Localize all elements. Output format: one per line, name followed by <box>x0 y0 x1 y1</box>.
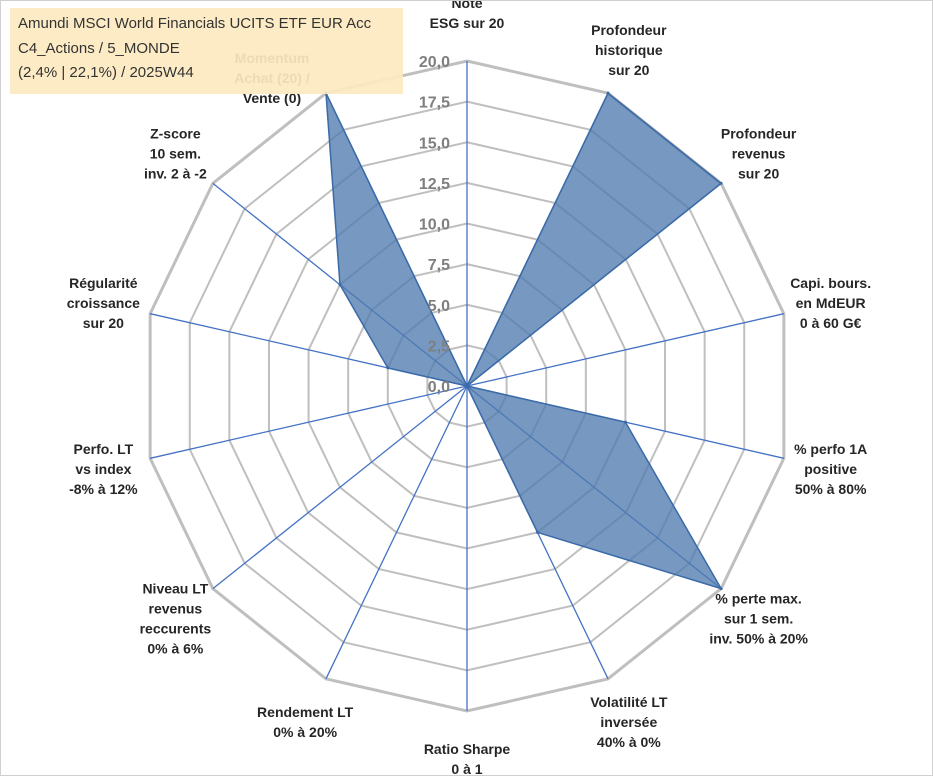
axis-label: Rendement LT 0% à 20% <box>257 704 354 740</box>
tick-label: 17,5 <box>419 95 450 112</box>
axis-spoke <box>150 385 468 459</box>
axis-label: Régularité croissance sur 20 <box>67 275 140 331</box>
axis-spoke <box>466 313 784 387</box>
axis-label: Ratio Sharpe 0 à 1 <box>424 741 511 776</box>
tick-label: 20,0 <box>419 54 450 71</box>
chart-title-stats: (2,4% | 22,1%) / 2025W44 <box>18 64 194 81</box>
chart-title-fund-name: Amundi MSCI World Financials UCITS ETF E… <box>18 15 372 32</box>
axis-label: Note ESG sur 20 <box>430 0 505 31</box>
axis-spoke <box>212 385 468 590</box>
tick-label: 7,5 <box>428 257 450 274</box>
series-point <box>465 384 469 388</box>
series-area <box>325 92 723 590</box>
series-point <box>623 420 627 424</box>
tick-label: 0,0 <box>428 379 450 396</box>
tick-label: 12,5 <box>419 176 450 193</box>
chart-title-category: C4_Actions / 5_MONDE <box>18 40 180 57</box>
axis-spoke <box>325 385 468 680</box>
title-box <box>10 8 403 94</box>
axis-label: % perte max. sur 1 sem. inv. 50% à 20% <box>709 591 808 647</box>
series-point <box>719 587 723 591</box>
series-point <box>338 283 342 287</box>
tick-label: 10,0 <box>419 217 450 234</box>
axis-label: Profondeur revenus sur 20 <box>721 125 797 181</box>
series-point <box>606 91 610 95</box>
series-point <box>386 366 390 370</box>
axis-label: Profondeur historique sur 20 <box>591 22 667 78</box>
axis-label: % perfo 1A positive 50% à 80% <box>794 441 867 497</box>
series-point <box>719 181 723 185</box>
radial-tick-labels: 0,0 2,5 5,0 7,5 10,0 12,5 15,0 17,5 20,0 <box>419 54 450 396</box>
tick-label: 5,0 <box>428 298 450 315</box>
axis-label: Niveau LT revenus reccurents 0% à 6% <box>140 581 212 657</box>
tick-label: 15,0 <box>419 135 450 152</box>
axis-label: Perfo. LT vs index -8% à 12% <box>69 441 138 497</box>
axis-label: Z-score 10 sem. inv. 2 à -2 <box>144 125 207 181</box>
axis-label: Volatilité LT inversée 40% à 0% <box>590 694 668 750</box>
tick-label: 2,5 <box>428 338 450 355</box>
series-point <box>536 530 540 534</box>
axis-label: Capi. bours. en MdEUR 0 à 60 G€ <box>790 275 871 331</box>
